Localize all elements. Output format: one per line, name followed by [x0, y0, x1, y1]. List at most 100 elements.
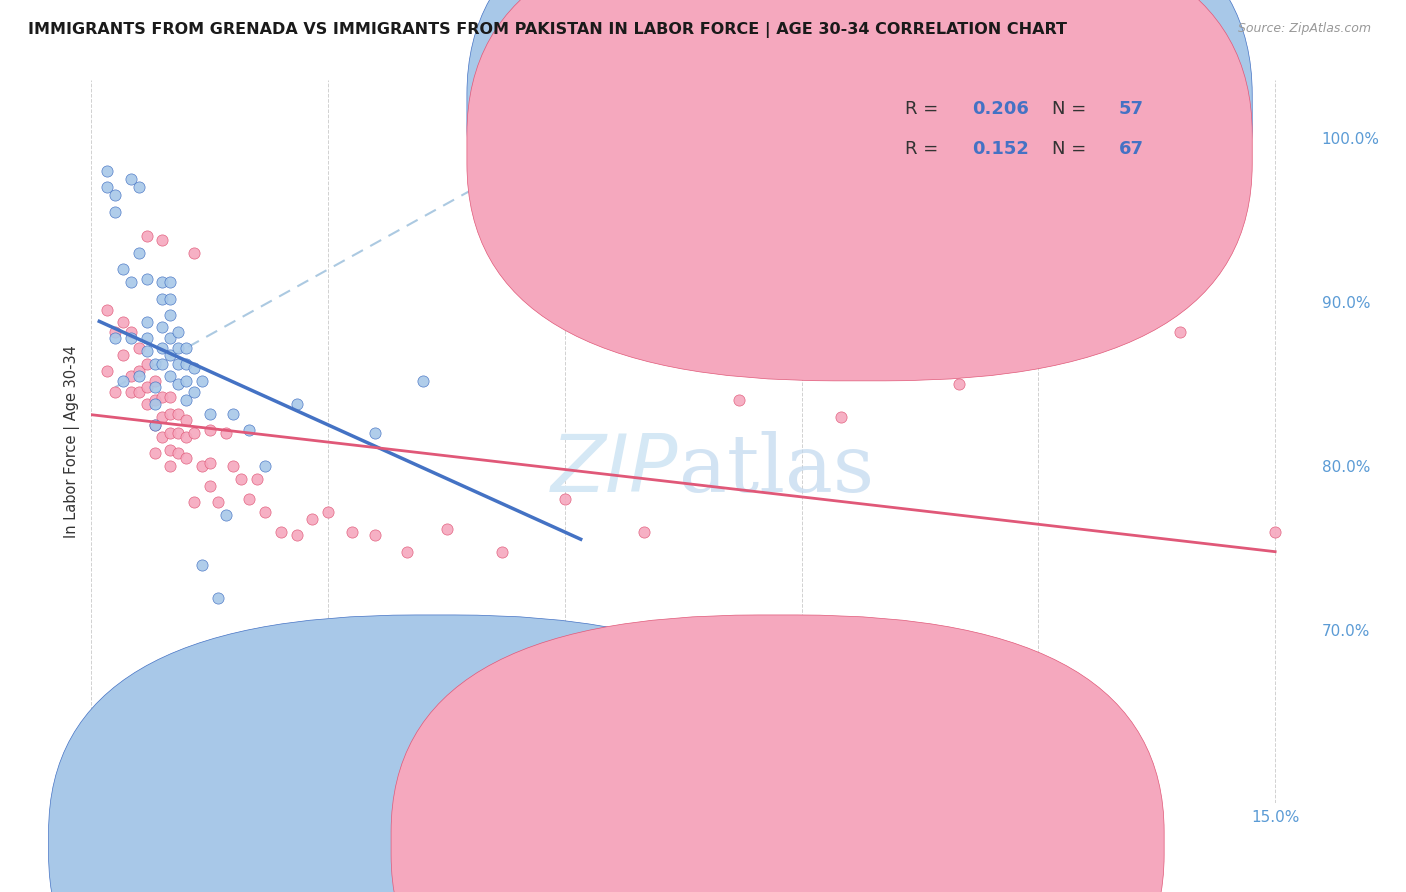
Point	[104, 204, 127, 219]
Point	[198, 456, 221, 470]
FancyBboxPatch shape	[467, 0, 1253, 381]
Point	[152, 341, 174, 355]
Point	[96, 303, 118, 318]
Point	[301, 512, 323, 526]
Point	[159, 347, 181, 361]
Point	[159, 426, 181, 441]
Point	[120, 275, 142, 289]
Point	[135, 229, 157, 244]
Point	[167, 377, 190, 392]
Point	[167, 325, 190, 339]
Point	[167, 357, 190, 371]
Point	[207, 495, 229, 509]
Point	[135, 272, 157, 286]
Point	[246, 472, 269, 486]
Point	[238, 423, 260, 437]
Point	[104, 325, 127, 339]
Point	[159, 407, 181, 421]
Text: N =: N =	[1052, 140, 1091, 158]
Text: N =: N =	[1052, 100, 1091, 118]
Point	[167, 341, 190, 355]
Point	[152, 292, 174, 306]
Point	[159, 308, 181, 322]
Point	[554, 491, 576, 506]
Point	[104, 385, 127, 400]
Point	[135, 397, 157, 411]
Point	[152, 357, 174, 371]
Point	[198, 423, 221, 437]
Point	[167, 407, 190, 421]
Point	[270, 524, 292, 539]
Point	[96, 364, 118, 378]
Text: ZIP: ZIP	[551, 432, 679, 509]
Point	[152, 390, 174, 404]
Point	[143, 446, 166, 460]
Point	[198, 479, 221, 493]
FancyBboxPatch shape	[820, 84, 1192, 181]
Point	[89, 747, 111, 761]
Point	[120, 385, 142, 400]
Point	[948, 377, 970, 392]
Point	[222, 676, 245, 690]
Point	[143, 397, 166, 411]
Point	[231, 472, 253, 486]
Point	[111, 374, 134, 388]
Point	[285, 528, 308, 542]
Point	[364, 528, 387, 542]
Point	[128, 385, 150, 400]
Text: Immigrants from Pakistan: Immigrants from Pakistan	[815, 836, 1012, 851]
Point	[412, 374, 434, 388]
Point	[174, 374, 197, 388]
Text: 0.206: 0.206	[972, 100, 1029, 118]
Point	[174, 393, 197, 408]
Point	[174, 357, 197, 371]
Point	[111, 315, 134, 329]
Point	[128, 364, 150, 378]
Point	[152, 233, 174, 247]
Point	[191, 459, 214, 474]
Point	[120, 325, 142, 339]
Text: Source: ZipAtlas.com: Source: ZipAtlas.com	[1237, 22, 1371, 36]
FancyBboxPatch shape	[391, 615, 1164, 892]
Point	[143, 418, 166, 433]
Point	[159, 459, 181, 474]
Text: 67: 67	[1119, 140, 1144, 158]
Point	[207, 591, 229, 605]
Point	[120, 331, 142, 345]
Point	[475, 130, 498, 145]
Point	[120, 171, 142, 186]
Point	[183, 385, 205, 400]
Text: Immigrants from Grenada: Immigrants from Grenada	[472, 836, 672, 851]
Point	[152, 275, 174, 289]
Point	[214, 426, 236, 441]
Point	[143, 380, 166, 394]
Point	[143, 418, 166, 433]
Point	[159, 331, 181, 345]
Point	[96, 163, 118, 178]
Point	[222, 407, 245, 421]
Point	[436, 522, 458, 536]
Point	[128, 341, 150, 355]
Point	[191, 558, 214, 572]
Point	[183, 245, 205, 260]
Point	[159, 275, 181, 289]
Point	[128, 368, 150, 383]
Point	[174, 413, 197, 427]
Point	[159, 368, 181, 383]
Point	[253, 505, 276, 519]
Point	[135, 380, 157, 394]
Point	[830, 409, 852, 424]
Point	[120, 368, 142, 383]
Point	[135, 344, 157, 359]
Text: R =: R =	[905, 140, 943, 158]
Point	[183, 360, 205, 375]
Point	[135, 315, 157, 329]
Point	[159, 390, 181, 404]
Point	[104, 331, 127, 345]
Point	[104, 188, 127, 202]
Point	[167, 446, 190, 460]
Point	[285, 397, 308, 411]
Point	[183, 426, 205, 441]
Point	[633, 524, 655, 539]
Point	[238, 491, 260, 506]
